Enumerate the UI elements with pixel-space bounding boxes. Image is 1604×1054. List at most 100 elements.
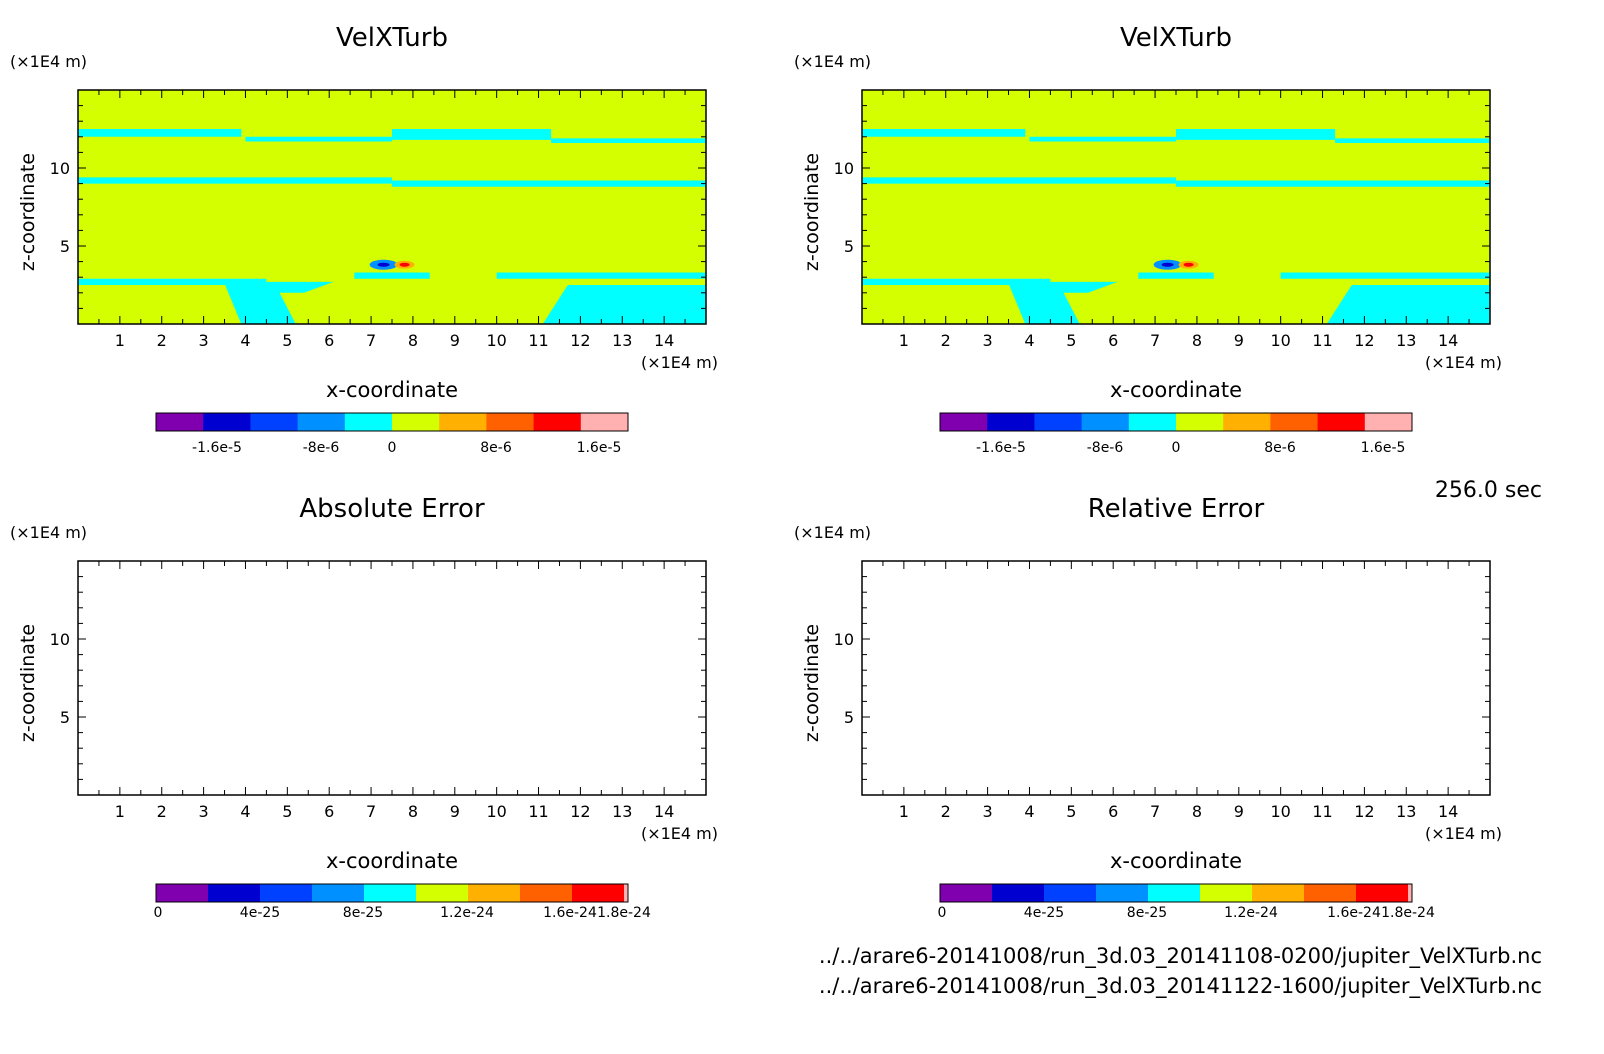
x-tick-label: 2 — [157, 331, 167, 350]
cyan-band-3 — [1176, 129, 1336, 140]
colorbar-frame — [155, 883, 629, 903]
colorbar-swatch — [344, 413, 393, 431]
cyan-band-10 — [1050, 281, 1118, 293]
x-tick-label: 4 — [240, 802, 250, 821]
cyan-band-9 — [1008, 283, 1080, 324]
colorbar-swatch — [624, 884, 628, 902]
colorbar-tick-label: 4e-25 — [240, 905, 280, 921]
x-tick-label: 4 — [1024, 802, 1034, 821]
y-tick-label: 5 — [844, 708, 854, 727]
colorbar: -1.6e-5 -8e-6 0 8e-6 1.6e-5 — [939, 412, 1413, 456]
cyan-band-1 — [78, 129, 242, 137]
colorbar-swatch — [1044, 884, 1097, 902]
feature-red — [1183, 262, 1194, 267]
time-label: 256.0 sec — [1434, 478, 1542, 503]
colorbar-swatch — [208, 884, 261, 902]
colorbar-tick-label: -8e-6 — [303, 440, 340, 456]
cyan-band-11 — [542, 285, 706, 324]
cyan-band-5 — [862, 177, 1176, 184]
x-unit-label: (×1E4 m) — [641, 824, 718, 843]
chart-title: VelXTurb — [336, 23, 448, 53]
colorbar-tick-label: 0 — [1172, 440, 1181, 456]
chart-title: Relative Error — [1088, 494, 1265, 524]
x-tick-label: 8 — [1192, 331, 1202, 350]
y-unit-label: (×1E4 m) — [10, 523, 87, 542]
feature-red — [399, 262, 410, 267]
cyan-band-8 — [496, 272, 706, 279]
colorbar-swatch — [260, 884, 313, 902]
x-tick-label: 12 — [570, 331, 590, 350]
x-tick-label: 14 — [1438, 802, 1458, 821]
file-path-1: ../../arare6-20141008/run_3d.03_20141108… — [818, 944, 1542, 968]
cyan-band-7 — [862, 278, 1051, 285]
colorbar-swatch — [156, 884, 209, 902]
y-tick-label: 5 — [60, 708, 70, 727]
plot-frame — [861, 560, 1491, 796]
colorbar-swatch — [992, 884, 1045, 902]
colorbar-tick-label: 1.2e-24 — [440, 905, 494, 921]
colorbar-tick-label: 1.6e-5 — [1361, 440, 1406, 456]
x-tick-label: 5 — [282, 802, 292, 821]
x-tick-label: 12 — [1354, 802, 1374, 821]
x-tick-label: 7 — [366, 331, 376, 350]
y-tick-label: 10 — [834, 159, 854, 178]
x-tick-label: 10 — [1270, 802, 1290, 821]
x-tick-label: 11 — [1312, 802, 1332, 821]
colorbar-tick-label: -1.6e-5 — [192, 440, 242, 456]
x-tick-label: 3 — [199, 331, 209, 350]
x-tick-label: 1 — [115, 331, 125, 350]
colorbar-tick-label: 0 — [388, 440, 397, 456]
colorbar-swatch — [1408, 884, 1412, 902]
y-tick-label: 5 — [844, 237, 854, 256]
chart-panel-4: Relative Error(×1E4 m)1 2 3 4 5 6 7 8 9 10 11 12 13 1… — [794, 494, 1502, 921]
x-tick-label: 8 — [408, 331, 418, 350]
x-tick-label: 6 — [1108, 802, 1118, 821]
chart-panel-2: VelXTurb(×1E4 m)1 2 3 4 5 6 7 8 9 10 11 12 13 14510(×… — [794, 23, 1502, 456]
x-axis-label: x-coordinate — [326, 849, 458, 873]
x-tick-label: 6 — [324, 331, 334, 350]
x-tick-label: 9 — [450, 802, 460, 821]
colorbar-swatch — [364, 884, 417, 902]
colorbar-swatch — [1304, 884, 1357, 902]
colorbar-frame — [155, 412, 629, 432]
x-tick-label: 9 — [450, 331, 460, 350]
x-tick-label: 2 — [157, 802, 167, 821]
y-tick-label: 5 — [60, 237, 70, 256]
colorbar-tick-label: 8e-25 — [1127, 905, 1167, 921]
x-tick-label: 9 — [1234, 802, 1244, 821]
y-tick-label: 10 — [834, 630, 854, 649]
x-tick-label: 12 — [1354, 331, 1374, 350]
x-unit-label: (×1E4 m) — [641, 353, 718, 372]
colorbar-tick-label: 1.8e-24 — [597, 905, 651, 921]
x-tick-label: 12 — [570, 802, 590, 821]
colorbar-swatch — [486, 413, 535, 431]
cyan-band-6 — [392, 180, 706, 187]
y-tick-label: 10 — [50, 630, 70, 649]
cyan-band-8 — [1280, 272, 1490, 279]
colorbar-swatch — [1081, 413, 1130, 431]
colorbar-tick-label: 8e-6 — [1264, 440, 1296, 456]
chart-title: Absolute Error — [299, 494, 485, 524]
colorbar-tick-label: 0 — [154, 905, 163, 921]
x-axis-label: x-coordinate — [1110, 378, 1242, 402]
x-tick-label: 1 — [115, 802, 125, 821]
colorbar-tick-label: -8e-6 — [1087, 440, 1124, 456]
colorbar-swatch — [1270, 413, 1319, 431]
x-tick-label: 13 — [612, 331, 632, 350]
x-tick-label: 8 — [408, 802, 418, 821]
x-tick-label: 5 — [1066, 331, 1076, 350]
x-tick-label: 2 — [941, 331, 951, 350]
x-tick-label: 5 — [1066, 802, 1076, 821]
x-tick-label: 14 — [1438, 331, 1458, 350]
x-tick-label: 3 — [983, 802, 993, 821]
colorbar-swatch — [1356, 884, 1409, 902]
x-tick-label: 11 — [528, 802, 548, 821]
colorbar-swatch — [520, 884, 573, 902]
x-tick-label: 13 — [1396, 331, 1416, 350]
colorbar-tick-label: 1.6e-24 — [543, 905, 597, 921]
x-tick-label: 9 — [1234, 331, 1244, 350]
colorbar: 0 4e-25 8e-25 1.2e-24 1.6e-24 1.8e-24 — [154, 883, 651, 921]
cyan-band-9 — [224, 283, 296, 324]
y-axis-label: z-coordinate — [17, 624, 39, 742]
colorbar-swatch — [1128, 413, 1177, 431]
